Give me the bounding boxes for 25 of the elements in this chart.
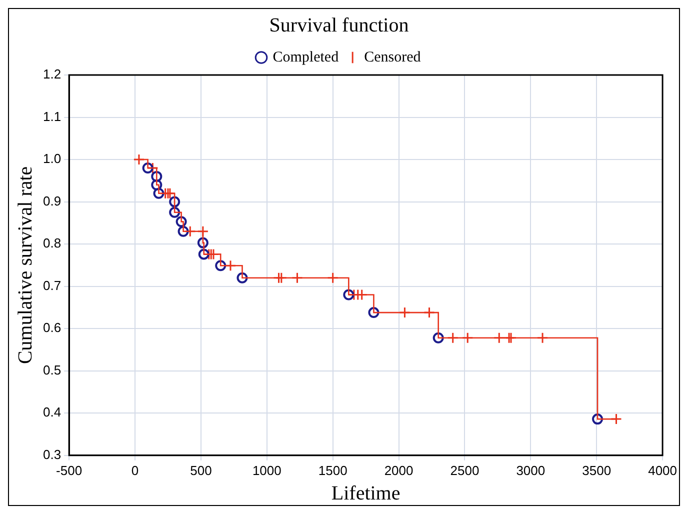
x-tick-label: 4000 [648,462,677,478]
x-tick-label: 0 [131,462,139,478]
x-tick-label: 3500 [582,462,612,478]
y-tick-label: 0.7 [42,278,62,293]
legend-label: Censored [364,49,422,66]
chart-title: Survival function [269,14,409,36]
y-tick-label: 0.4 [42,404,62,420]
x-tick-label: 500 [190,462,212,478]
y-tick-label: 0.5 [42,362,62,378]
y-tick-label: 0.8 [42,236,62,251]
x-tick-label: 2500 [450,462,480,478]
x-tick-label: 1500 [318,462,348,478]
x-tick-label: 1000 [252,462,282,478]
x-tick-label: 2000 [384,462,414,478]
y-tick-label: 1.0 [42,151,62,166]
y-tick-label: 0.3 [42,446,62,462]
y-tick-label: 1.2 [42,66,62,82]
y-axis-title: Cumulative survival rate [14,166,36,364]
y-tick-label: 0.9 [42,193,62,208]
x-tick-label: 3000 [516,462,546,478]
x-axis-title: Lifetime [331,482,400,504]
legend-label: Completed [272,49,340,66]
y-tick-label: 0.6 [42,320,62,336]
x-tick-label: -500 [56,462,82,478]
y-tick-label: 1.1 [42,108,62,124]
